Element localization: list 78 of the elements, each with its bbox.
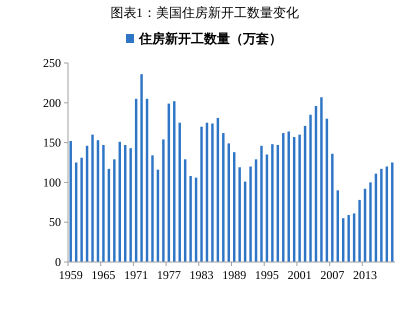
x-tick-label: 1971 <box>124 268 148 282</box>
x-tick-label: 1995 <box>254 268 279 282</box>
x-tick-label: 1989 <box>222 268 246 282</box>
bar <box>249 166 252 262</box>
bar <box>238 167 241 262</box>
bar <box>194 178 198 262</box>
bar <box>260 146 263 262</box>
bar <box>156 170 160 262</box>
bar <box>391 162 394 262</box>
x-tick-label: 2007 <box>320 268 344 282</box>
bar <box>151 155 154 262</box>
y-tick-label: 100 <box>43 175 61 190</box>
bar <box>129 148 132 262</box>
bar <box>96 140 100 262</box>
bar <box>146 98 148 262</box>
y-tick-label: 0 <box>55 255 61 269</box>
bar <box>266 154 268 262</box>
bar <box>140 74 143 262</box>
bar <box>292 137 296 262</box>
bar <box>200 126 203 262</box>
bar <box>162 139 165 262</box>
bar <box>336 190 339 262</box>
chart-title: 图表1：美国住房新开工数量变化 <box>110 5 299 20</box>
bar <box>358 200 361 262</box>
y-tick-label: 50 <box>49 215 61 230</box>
bar <box>228 143 230 262</box>
bar <box>184 159 186 262</box>
bar <box>309 114 312 262</box>
bar <box>173 101 176 262</box>
bar <box>206 122 208 262</box>
x-tick-label: 1959 <box>58 268 83 282</box>
bar <box>233 152 236 262</box>
bar <box>352 213 356 262</box>
bar <box>134 98 138 262</box>
bar <box>244 182 246 262</box>
bar <box>380 168 383 262</box>
bar <box>168 104 170 262</box>
bar <box>288 131 290 262</box>
bar <box>386 166 388 262</box>
y-tick-label: 200 <box>43 96 61 110</box>
bar <box>118 142 121 262</box>
bar <box>80 158 83 262</box>
bar <box>222 133 225 262</box>
bar <box>331 154 334 262</box>
bar <box>178 122 181 262</box>
bar <box>347 215 350 262</box>
bar <box>364 188 366 262</box>
bar <box>254 159 258 262</box>
bar <box>314 106 318 262</box>
bar <box>320 97 323 262</box>
x-tick-label: 1983 <box>190 268 214 282</box>
bar <box>86 146 88 262</box>
bar <box>276 144 280 262</box>
x-tick-label: 1965 <box>91 268 116 282</box>
x-tick-label: 1977 <box>156 268 181 282</box>
bar <box>124 144 126 262</box>
bar <box>91 134 94 262</box>
y-tick-label: 250 <box>43 56 61 70</box>
legend-label: 住房新开工数量（万套） <box>138 31 282 46</box>
bar <box>271 144 274 262</box>
bar <box>211 123 214 262</box>
bar <box>282 133 284 262</box>
bar <box>326 118 328 262</box>
x-tick-label: 2013 <box>353 268 378 282</box>
bar <box>374 174 378 262</box>
bar <box>70 141 72 262</box>
bar <box>189 176 192 262</box>
bar <box>108 168 110 262</box>
bar <box>74 162 78 262</box>
y-tick-label: 150 <box>43 136 61 150</box>
bar <box>342 218 344 262</box>
bar <box>298 134 301 262</box>
bar <box>113 159 116 262</box>
x-tick-label: 2001 <box>288 268 312 282</box>
bar <box>216 118 220 262</box>
bar <box>369 182 372 262</box>
bar <box>102 144 105 262</box>
bar <box>304 126 306 262</box>
